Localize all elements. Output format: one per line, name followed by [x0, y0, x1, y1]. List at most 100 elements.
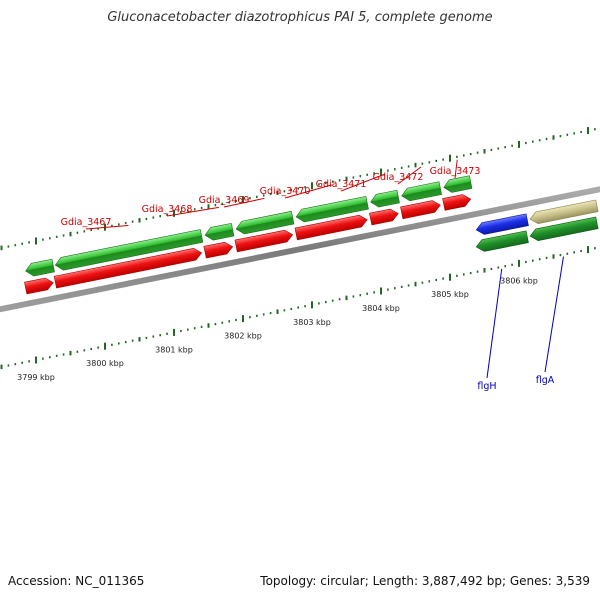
scale-tick: [414, 162, 417, 168]
reverse-gene-flgH: [475, 230, 529, 252]
scale-tick: [118, 342, 120, 345]
scale-tick: [187, 209, 189, 212]
scale-tick: [504, 265, 506, 268]
scale-tick: [532, 259, 534, 262]
forward-gene-partial-shape: [25, 258, 55, 277]
scale-tick: [235, 199, 237, 203]
scale-tick: [318, 302, 320, 305]
scale-tick: [338, 298, 341, 301]
scale-tick: [97, 346, 99, 349]
gene-label[interactable]: Gdia_3473: [430, 166, 481, 177]
scale-tick: [476, 270, 479, 273]
scale-tick: [442, 158, 444, 161]
scale-tick: [373, 172, 375, 175]
gene-label-leader: [397, 166, 422, 185]
gene-label-leader: [166, 206, 219, 217]
scale-tick: [290, 188, 293, 192]
scale-tick: [145, 336, 148, 340]
scale-tick: [262, 194, 265, 197]
scale-tick: [456, 274, 458, 277]
gene-label[interactable]: flgH: [477, 381, 496, 392]
scale-tick: [469, 271, 472, 275]
scale-tick: [311, 182, 313, 190]
scale-tick: [338, 179, 341, 182]
scale-tick: [131, 220, 134, 223]
scale-tick: [256, 314, 258, 317]
scale-tick: [400, 285, 403, 288]
scale-tick: [276, 309, 279, 314]
gene-label[interactable]: Gdia_3471: [316, 179, 367, 190]
scale-tick: [518, 140, 520, 148]
scale-tick: [352, 176, 355, 179]
scale-tick: [28, 360, 30, 363]
scale-tick: [538, 139, 541, 142]
scale-tick: [407, 165, 410, 168]
scale-tick: [532, 140, 534, 143]
scale-ticks-layer: [0, 127, 596, 370]
forward-cds-Gdia_3469-shape: [234, 229, 294, 253]
scale-tick: [62, 353, 65, 356]
gene-label[interactable]: flgA: [536, 375, 555, 386]
gene-label-leader: [486, 268, 503, 379]
scale-tick: [290, 307, 293, 311]
length-label: Length:: [372, 574, 419, 588]
scale-tick: [249, 197, 251, 200]
gene-label[interactable]: Gdia_3472: [373, 172, 424, 183]
scale-tick: [124, 340, 127, 344]
forward-gene-Gdia_3470-shape: [295, 196, 369, 223]
scale-tick: [394, 168, 396, 171]
scale-tick: [207, 323, 210, 328]
gene-label[interactable]: Gdia_3469: [199, 195, 250, 206]
forward-gene-Gdia_3472-shape: [401, 181, 442, 202]
scale-tick: [124, 221, 127, 225]
scale-tick: [359, 294, 362, 297]
scale-tick: [83, 349, 86, 352]
reverse-gene-flgA: [529, 216, 599, 242]
scale-tick: [193, 327, 196, 330]
gene-label[interactable]: Gdia_3467: [61, 217, 112, 228]
scale-tick: [242, 315, 244, 323]
scale-tick: [221, 202, 224, 205]
topology-label: Topology:: [260, 574, 317, 588]
genome-backbone-layer: [0, 186, 600, 313]
scale-tick: [587, 127, 589, 135]
scale-tick: [366, 292, 368, 295]
scale-tick: [276, 190, 279, 195]
forward-gene-Gdia_3469-shape: [235, 210, 295, 235]
scale-tick: [580, 249, 582, 253]
scale-tick: [435, 159, 437, 163]
scale-tick: [42, 357, 44, 360]
scale-tick: [138, 218, 141, 223]
scale-tick: [380, 287, 382, 295]
scale-tick: [449, 273, 451, 281]
scale-tick: [283, 309, 286, 312]
scale-tick: [359, 175, 362, 178]
gene-features-layer: [24, 175, 600, 295]
forward-cds-Gdia_3472: [400, 200, 441, 220]
scale-tick: [380, 168, 382, 176]
forward-cds-Gdia_3471-shape: [369, 208, 399, 226]
scale-tick: [387, 169, 389, 172]
scale-tick: [111, 343, 113, 346]
scale-tick: [594, 247, 596, 250]
scale-tick: [518, 259, 520, 267]
scale-tick-label: 3802 kbp: [224, 332, 262, 341]
scale-tick: [111, 224, 113, 227]
scale-tick: [42, 238, 44, 241]
scale-tick: [166, 213, 168, 216]
scale-tick: [69, 231, 72, 237]
reverse-cds-flgH-shape: [475, 213, 529, 235]
gene-label[interactable]: Gdia_3470: [260, 186, 311, 197]
scale-tick: [35, 356, 37, 364]
scale-tick: [152, 335, 155, 338]
scale-tick: [449, 154, 451, 162]
topology-value: circular: [320, 574, 365, 588]
scale-tick: [573, 132, 575, 135]
scale-tick: [497, 147, 500, 150]
scale-tick: [214, 204, 217, 207]
scale-tick: [14, 363, 17, 366]
scale-tick: [0, 364, 3, 370]
forward-cds-Gdia_3468-shape: [203, 241, 234, 259]
reverse-cds-flgH: [475, 213, 529, 235]
gene-label[interactable]: Gdia_3468: [142, 204, 193, 215]
